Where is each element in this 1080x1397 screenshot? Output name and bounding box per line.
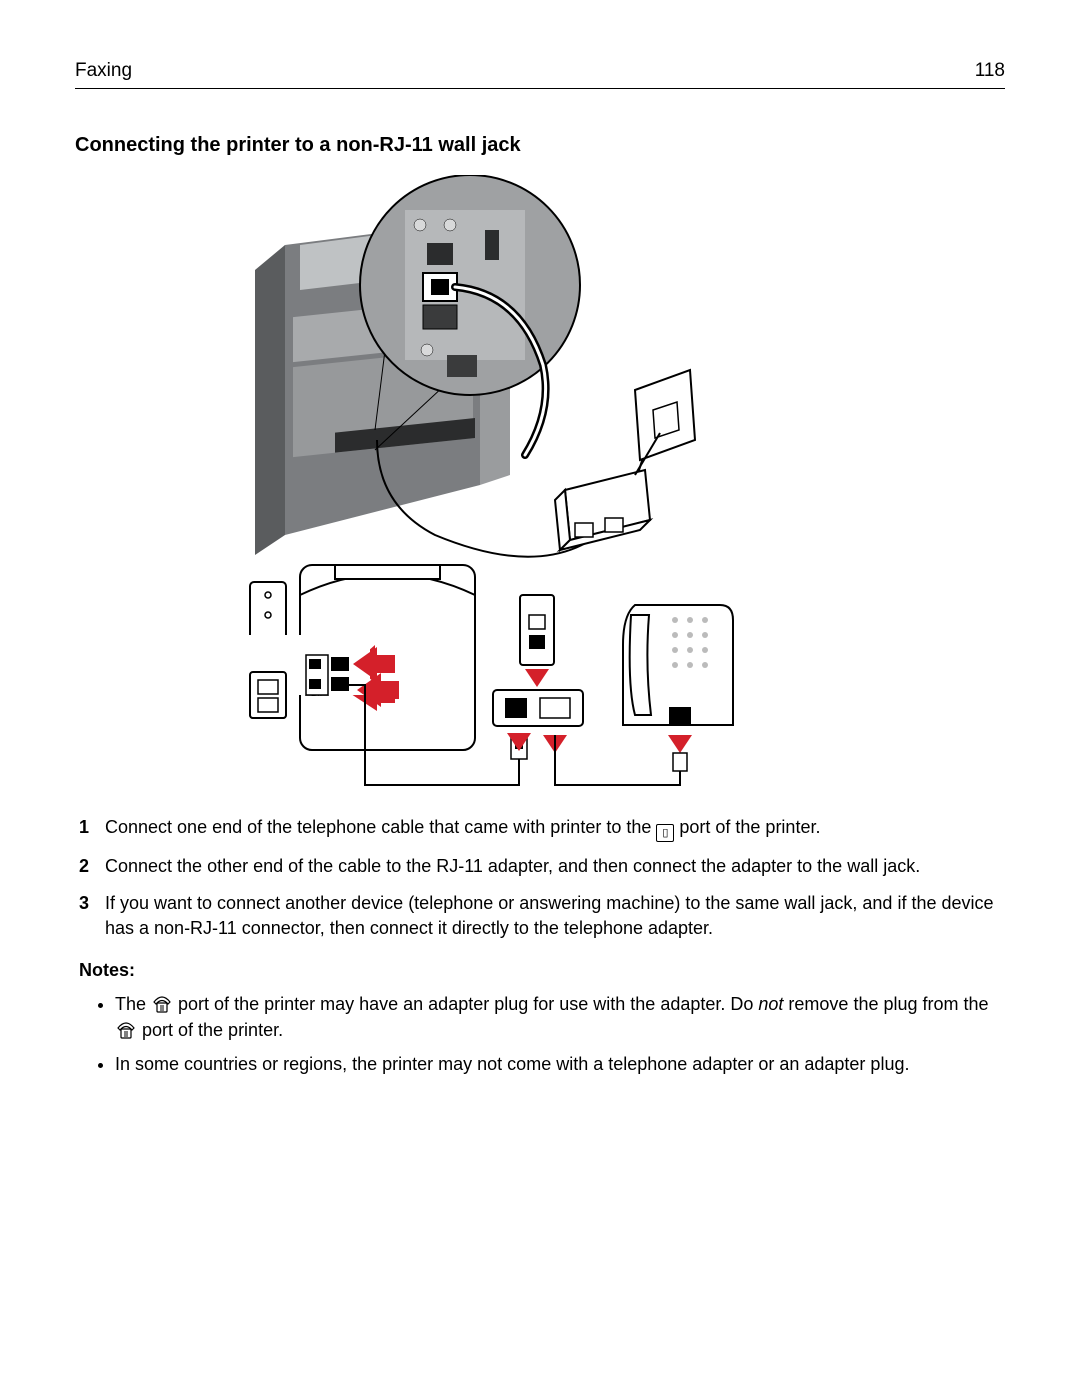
step-1-text-b: port of the printer. <box>674 817 820 837</box>
step-3: If you want to connect another device (t… <box>79 891 1005 941</box>
document-page: Faxing 118 Connecting the printer to a n… <box>0 0 1080 1125</box>
instruction-steps: Connect one end of the telephone cable t… <box>79 815 1005 942</box>
ext-port-icon <box>115 1020 137 1040</box>
page-header: Faxing 118 <box>75 60 1005 89</box>
note-1b: port of the printer may have an adapter … <box>173 994 758 1014</box>
notes-list: The port of the printer may have an adap… <box>115 991 1005 1077</box>
header-section: Faxing <box>75 60 132 82</box>
ext-port-icon <box>151 994 173 1014</box>
diagram-svg: LINE LINE EXT <box>75 175 1005 795</box>
note-2: In some countries or regions, the printe… <box>115 1051 1005 1077</box>
adapter-schematic <box>493 595 583 759</box>
telephone-schematic <box>623 605 733 771</box>
note-1d: remove the plug from the <box>783 994 988 1014</box>
header-page-number: 118 <box>975 60 1005 82</box>
step-1-text-a: Connect one end of the telephone cable t… <box>105 817 656 837</box>
note-1a: The <box>115 994 151 1014</box>
section-title: Connecting the printer to a non‑RJ‑11 wa… <box>75 134 1005 157</box>
connection-diagram: LINE LINE EXT <box>75 175 1005 795</box>
note-1c-emphasis: not <box>758 994 783 1014</box>
wall-plate-top <box>635 370 695 460</box>
notes-heading: Notes: <box>79 960 1005 981</box>
step-2: Connect the other end of the cable to th… <box>79 854 1005 879</box>
note-1: The port of the printer may have an adap… <box>115 991 1005 1043</box>
line-port-icon: ▯ <box>656 824 674 842</box>
note-1e: port of the printer. <box>137 1020 283 1040</box>
step-1: Connect one end of the telephone cable t… <box>79 815 1005 842</box>
